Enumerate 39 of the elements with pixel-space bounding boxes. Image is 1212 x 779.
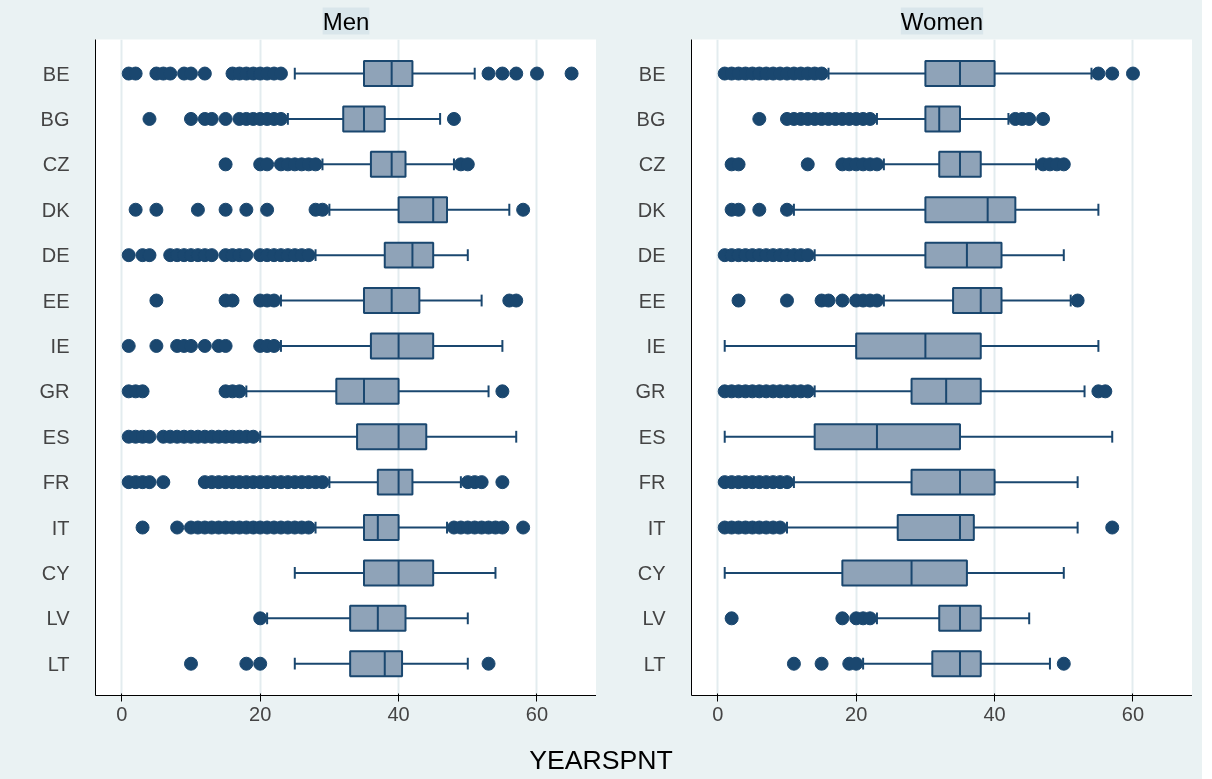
y-tick-label: FR (638, 471, 666, 494)
chart-title: Women (900, 7, 984, 35)
x-tick-label: 40 (387, 702, 410, 725)
x-tick-label: 20 (249, 702, 272, 725)
y-tick-label: IE (646, 334, 666, 357)
y-tick-label: LV (46, 607, 71, 630)
y-tick-label: FR (42, 471, 70, 494)
y-tick-label: ES (42, 425, 70, 448)
y-tick-label: DK (637, 198, 667, 221)
y-tick-label: BE (638, 62, 666, 85)
y-tick-label: CY (637, 561, 666, 584)
y-tick-label: CZ (638, 153, 666, 176)
y-tick-label: BG (636, 107, 666, 130)
y-tick-label: GR (635, 380, 666, 403)
y-tick-label: BE (42, 62, 70, 85)
y-tick-label: LV (642, 607, 667, 630)
y-tick-label: DE (637, 244, 666, 267)
y-tick-label: ES (638, 425, 666, 448)
y-tick-label: BG (40, 107, 70, 130)
x-tick-label: 40 (983, 702, 1006, 725)
y-tick-label: IT (51, 516, 70, 539)
y-tick-label: CY (41, 561, 70, 584)
x-axis-title: YEARSPNT (529, 744, 673, 777)
y-tick-label: CZ (42, 153, 70, 176)
y-tick-label: LT (47, 652, 70, 675)
y-tick-label: EE (42, 289, 70, 312)
x-tick-label: 60 (1121, 702, 1145, 725)
chart-title: Men (322, 7, 370, 35)
y-tick-label: LT (643, 652, 666, 675)
y-tick-label: EE (638, 289, 666, 312)
x-tick-label: 0 (116, 702, 128, 725)
x-tick-label: 60 (525, 702, 549, 725)
y-tick-label: DE (41, 244, 70, 267)
y-tick-label: GR (39, 380, 70, 403)
x-tick-label: 20 (845, 702, 868, 725)
y-tick-label: IE (50, 334, 70, 357)
y-tick-label: DK (41, 198, 71, 221)
x-tick-label: 0 (712, 702, 724, 725)
y-tick-label: IT (647, 516, 666, 539)
